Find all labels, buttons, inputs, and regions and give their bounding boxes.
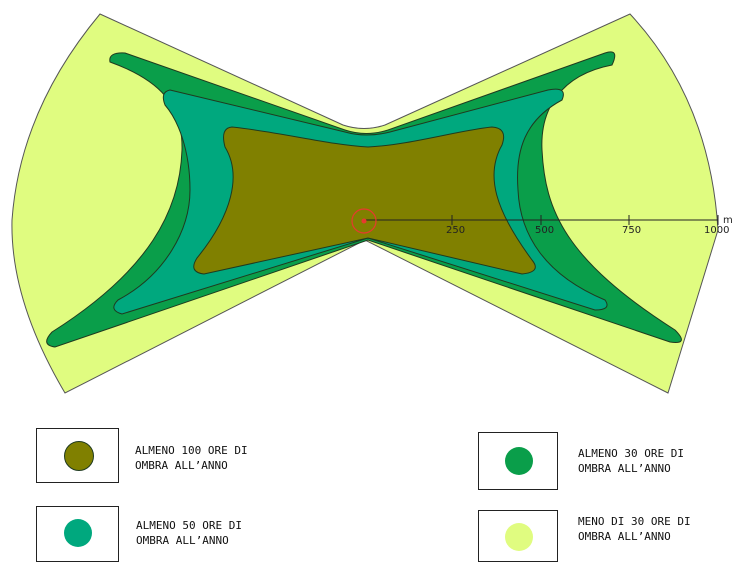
shadow-flicker-map: 250 500 750 1000 m	[11, 13, 733, 394]
legend-box-less-30h	[478, 510, 558, 562]
legend-swatch-50h	[64, 519, 92, 547]
turbine-marker-dot	[361, 218, 367, 224]
legend-swatch-30h	[505, 447, 533, 475]
legend-box-100h	[36, 428, 119, 483]
legend-swatch-100h	[64, 441, 94, 471]
axis-tick-label-250: 250	[446, 225, 465, 236]
legend-box-30h	[478, 432, 558, 490]
axis-tick-label-500: 500	[535, 225, 554, 236]
turbine-marker-ring	[351, 208, 377, 234]
axis-unit-label: m	[723, 215, 733, 226]
legend-label-30h: ALMENO 30 ORE DI OMBRA ALL’ANNO	[578, 447, 684, 475]
legend-label-50h: ALMENO 50 ORE DI OMBRA ALL’ANNO	[136, 519, 242, 547]
legend-label-100h: ALMENO 100 ORE DI OMBRA ALL’ANNO	[135, 444, 248, 472]
legend-box-50h	[36, 506, 119, 562]
legend-label-less-30h: MENO DI 30 ORE DI OMBRA ALL’ANNO	[578, 515, 691, 543]
legend-swatch-less-30h	[505, 523, 533, 551]
axis-tick-label-1000: 1000	[704, 225, 729, 236]
zone-at-least-100h	[193, 126, 536, 275]
axis-tick-label-750: 750	[622, 225, 641, 236]
